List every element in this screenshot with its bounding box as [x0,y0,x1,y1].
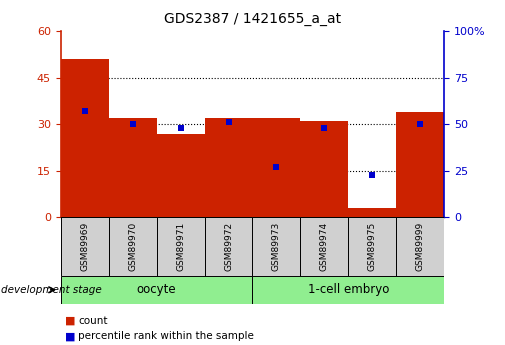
Bar [396,217,444,276]
Text: development stage: development stage [1,285,102,295]
Text: GSM89970: GSM89970 [128,221,137,271]
Bar [348,208,396,217]
Bar [252,217,300,276]
Point [272,164,280,170]
Bar [157,134,205,217]
Text: GSM89973: GSM89973 [272,221,281,271]
Text: GSM89974: GSM89974 [320,221,329,270]
Bar [300,121,348,217]
Bar [109,118,157,217]
Point [416,121,424,127]
Text: count: count [78,316,108,326]
Point [80,108,89,114]
Bar [109,217,157,276]
Bar [252,276,444,304]
Point [368,172,376,177]
Bar [205,217,252,276]
Text: GSM89969: GSM89969 [80,221,89,271]
Text: ■: ■ [66,316,76,326]
Bar [300,217,348,276]
Text: GDS2387 / 1421655_a_at: GDS2387 / 1421655_a_at [164,12,341,26]
Bar [396,112,444,217]
Text: GSM89975: GSM89975 [368,221,377,271]
Text: GSM89972: GSM89972 [224,221,233,270]
Bar [252,118,300,217]
Point [320,125,328,131]
Text: 1-cell embryo: 1-cell embryo [308,283,389,296]
Text: GSM89999: GSM89999 [416,221,425,271]
Point [176,125,184,131]
Point [224,120,232,125]
Bar [61,59,109,217]
Bar [61,217,109,276]
Bar [157,217,205,276]
Bar [348,217,396,276]
Text: GSM89971: GSM89971 [176,221,185,271]
Text: percentile rank within the sample: percentile rank within the sample [78,332,254,341]
Bar [61,276,252,304]
Text: oocyte: oocyte [137,283,176,296]
Bar [205,118,252,217]
Text: ■: ■ [66,332,76,341]
Point [128,121,136,127]
